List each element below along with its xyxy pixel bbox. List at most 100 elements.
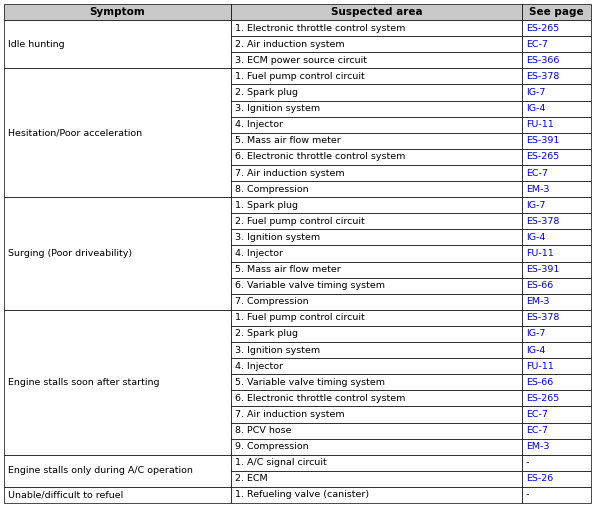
Text: FU-11: FU-11: [526, 249, 554, 258]
Bar: [522, 36, 591, 52]
Text: ES-366: ES-366: [526, 56, 559, 65]
Text: 2. Spark plug: 2. Spark plug: [235, 330, 298, 339]
Bar: [231, 149, 522, 165]
Bar: [522, 197, 591, 213]
Text: -: -: [526, 490, 530, 499]
Bar: [522, 294, 591, 310]
Text: Unable/difficult to refuel: Unable/difficult to refuel: [8, 490, 123, 499]
Bar: [231, 439, 522, 455]
Bar: [522, 245, 591, 262]
Bar: [4, 20, 231, 68]
Text: 5. Variable valve timing system: 5. Variable valve timing system: [235, 378, 385, 387]
Text: 3. Ignition system: 3. Ignition system: [235, 346, 320, 354]
Bar: [231, 471, 522, 487]
Bar: [231, 181, 522, 197]
Bar: [522, 455, 591, 471]
Bar: [522, 262, 591, 278]
Text: ES-378: ES-378: [526, 72, 559, 81]
Text: 8. Compression: 8. Compression: [235, 185, 309, 194]
Bar: [231, 213, 522, 229]
Bar: [522, 326, 591, 342]
Text: IG-4: IG-4: [526, 104, 545, 113]
Text: IG-4: IG-4: [526, 346, 545, 354]
Bar: [231, 342, 522, 358]
Bar: [231, 197, 522, 213]
Bar: [522, 117, 591, 133]
Text: EM-3: EM-3: [526, 185, 549, 194]
Text: IG-7: IG-7: [526, 201, 545, 210]
Text: FU-11: FU-11: [526, 120, 554, 129]
Text: 2. Spark plug: 2. Spark plug: [235, 88, 298, 97]
Text: Engine stalls soon after starting: Engine stalls soon after starting: [8, 378, 159, 387]
Text: IG-7: IG-7: [526, 88, 545, 97]
Bar: [522, 213, 591, 229]
Text: 1. Fuel pump control circuit: 1. Fuel pump control circuit: [235, 72, 365, 81]
Text: 8. PCV hose: 8. PCV hose: [235, 426, 292, 435]
Bar: [231, 245, 522, 262]
Bar: [522, 487, 591, 503]
Bar: [522, 149, 591, 165]
Text: Surging (Poor driveability): Surging (Poor driveability): [8, 249, 132, 258]
Bar: [231, 229, 522, 245]
Text: EM-3: EM-3: [526, 442, 549, 451]
Text: 6. Electronic throttle control system: 6. Electronic throttle control system: [235, 394, 405, 403]
Bar: [4, 197, 231, 310]
Bar: [522, 422, 591, 439]
Bar: [522, 358, 591, 374]
Bar: [522, 310, 591, 326]
Bar: [231, 100, 522, 117]
Bar: [522, 342, 591, 358]
Text: EC-7: EC-7: [526, 168, 548, 177]
Bar: [231, 68, 522, 85]
Bar: [522, 374, 591, 390]
Bar: [231, 133, 522, 149]
Text: See page: See page: [529, 7, 584, 17]
Bar: [522, 20, 591, 36]
Text: 7. Compression: 7. Compression: [235, 297, 309, 306]
Text: 5. Mass air flow meter: 5. Mass air flow meter: [235, 265, 341, 274]
Bar: [231, 294, 522, 310]
Text: Suspected area: Suspected area: [331, 7, 422, 17]
Bar: [231, 4, 522, 20]
Bar: [231, 326, 522, 342]
Bar: [231, 374, 522, 390]
Text: 1. Refueling valve (canister): 1. Refueling valve (canister): [235, 490, 369, 499]
Text: ES-391: ES-391: [526, 265, 559, 274]
Bar: [522, 165, 591, 181]
Text: 4. Injector: 4. Injector: [235, 249, 283, 258]
Bar: [231, 407, 522, 422]
Text: 5. Mass air flow meter: 5. Mass air flow meter: [235, 136, 341, 146]
Text: EC-7: EC-7: [526, 426, 548, 435]
Text: ES-265: ES-265: [526, 24, 559, 32]
Text: ES-265: ES-265: [526, 394, 559, 403]
Text: IG-4: IG-4: [526, 233, 545, 242]
Bar: [522, 68, 591, 85]
Text: ES-66: ES-66: [526, 281, 553, 290]
Text: 4. Injector: 4. Injector: [235, 361, 283, 371]
Text: 3. Ignition system: 3. Ignition system: [235, 104, 320, 113]
Bar: [4, 310, 231, 455]
Bar: [231, 85, 522, 100]
Text: 3. ECM power source circuit: 3. ECM power source circuit: [235, 56, 367, 65]
Text: 7. Air induction system: 7. Air induction system: [235, 168, 345, 177]
Bar: [522, 85, 591, 100]
Text: Idle hunting: Idle hunting: [8, 40, 65, 49]
Bar: [522, 100, 591, 117]
Text: 1. Spark plug: 1. Spark plug: [235, 201, 298, 210]
Text: Engine stalls only during A/C operation: Engine stalls only during A/C operation: [8, 466, 193, 475]
Bar: [522, 278, 591, 294]
Bar: [231, 358, 522, 374]
Text: IG-7: IG-7: [526, 330, 545, 339]
Bar: [522, 471, 591, 487]
Bar: [522, 52, 591, 68]
Bar: [4, 487, 231, 503]
Text: -: -: [526, 458, 530, 467]
Text: ES-391: ES-391: [526, 136, 559, 146]
Text: 9. Compression: 9. Compression: [235, 442, 309, 451]
Text: 1. Fuel pump control circuit: 1. Fuel pump control circuit: [235, 313, 365, 322]
Text: ES-66: ES-66: [526, 378, 553, 387]
Bar: [4, 68, 231, 197]
Bar: [231, 390, 522, 407]
Text: EC-7: EC-7: [526, 410, 548, 419]
Text: 3. Ignition system: 3. Ignition system: [235, 233, 320, 242]
